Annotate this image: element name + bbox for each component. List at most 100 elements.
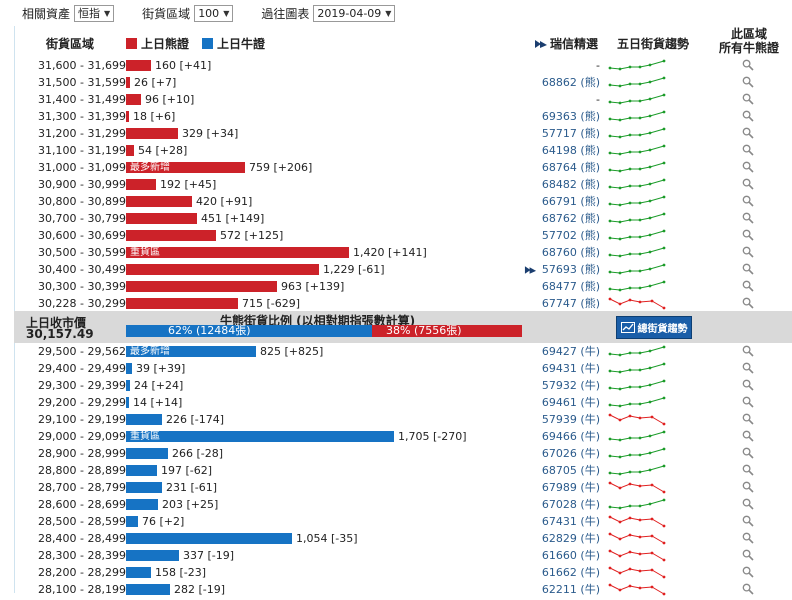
ws-selection-link[interactable]: 67431 (牛) [541, 515, 600, 528]
magnifier-icon[interactable] [742, 566, 754, 578]
view-all-cbbc-button[interactable] [742, 447, 754, 462]
ws-selection-link[interactable]: 67028 (牛) [541, 498, 600, 511]
ws-selection-link[interactable]: 66791 (熊) [541, 195, 600, 208]
magnifier-icon[interactable] [742, 396, 754, 408]
range-select[interactable]: 100 ▼ [194, 4, 234, 22]
magnifier-icon[interactable] [742, 263, 754, 275]
view-all-cbbc-button[interactable] [742, 515, 754, 530]
view-all-cbbc-button[interactable] [742, 498, 754, 513]
view-all-cbbc-button[interactable] [742, 464, 754, 479]
ws-selection-link[interactable]: 68762 (熊) [541, 212, 600, 225]
ws-selection-link[interactable]: 61660 (牛) [541, 549, 600, 562]
view-all-cbbc-button[interactable] [742, 345, 754, 360]
ws-selection-link[interactable]: 57693 (熊) [541, 263, 600, 276]
volume-value: 1,420 [+141] [353, 246, 427, 259]
magnifier-icon[interactable] [742, 297, 754, 309]
view-all-cbbc-button[interactable] [742, 59, 754, 74]
magnifier-icon[interactable] [742, 161, 754, 173]
magnifier-icon[interactable] [742, 583, 754, 595]
view-all-cbbc-button[interactable] [742, 93, 754, 108]
magnifier-icon[interactable] [742, 178, 754, 190]
ws-selection-link[interactable]: 68705 (牛) [541, 464, 600, 477]
date-select[interactable]: 2019-04-09 ▼ [313, 4, 396, 22]
view-all-cbbc-button[interactable] [742, 583, 754, 598]
magnifier-icon[interactable] [742, 229, 754, 241]
view-all-cbbc-button[interactable] [742, 481, 754, 496]
view-all-cbbc-button[interactable] [742, 532, 754, 547]
ws-selection-link[interactable]: 68862 (熊) [541, 76, 600, 89]
view-all-cbbc-button[interactable] [742, 229, 754, 244]
ws-selection-link[interactable]: 67747 (熊) [541, 297, 600, 310]
ws-selection-link[interactable]: 62211 (牛) [541, 583, 600, 596]
magnifier-icon[interactable] [742, 379, 754, 391]
view-all-cbbc-button[interactable] [742, 212, 754, 227]
trend-cell [608, 480, 666, 498]
view-all-cbbc-button[interactable] [742, 195, 754, 210]
magnifier-icon[interactable] [742, 280, 754, 292]
magnifier-icon[interactable] [742, 430, 754, 442]
magnifier-icon[interactable] [742, 212, 754, 224]
magnifier-icon[interactable] [742, 59, 754, 71]
ws-selection-link[interactable]: 57717 (熊) [541, 127, 600, 140]
view-all-cbbc-button[interactable] [742, 161, 754, 176]
volume-value: 420 [+91] [196, 195, 253, 208]
volume-value: 572 [+125] [220, 229, 284, 242]
ws-selection-link[interactable]: 69363 (熊) [541, 110, 600, 123]
view-all-cbbc-button[interactable] [742, 566, 754, 581]
ws-selection-link[interactable]: 62829 (牛) [541, 532, 600, 545]
asset-select[interactable]: 恒指 ▼ [74, 4, 115, 22]
ws-selection-link[interactable]: 61662 (牛) [541, 566, 600, 579]
ws-selection-link[interactable]: 69427 (牛) [541, 345, 600, 358]
ws-selection-link[interactable]: 57939 (牛) [541, 413, 600, 426]
magnifier-icon[interactable] [742, 464, 754, 476]
view-all-cbbc-button[interactable] [742, 280, 754, 295]
view-all-cbbc-button[interactable] [742, 430, 754, 445]
magnifier-icon[interactable] [742, 413, 754, 425]
view-all-cbbc-button[interactable] [742, 178, 754, 193]
ws-selection-link[interactable]: 68760 (熊) [541, 246, 600, 259]
magnifier-icon[interactable] [742, 447, 754, 459]
magnifier-icon[interactable] [742, 532, 754, 544]
total-trend-button[interactable]: 總街貨趨勢 [616, 316, 692, 339]
view-all-cbbc-button[interactable] [742, 246, 754, 261]
ws-selection-link[interactable]: 67989 (牛) [541, 481, 600, 494]
ws-selection-link[interactable]: 64198 (熊) [541, 144, 600, 157]
ws-selection-link[interactable]: 68477 (熊) [541, 280, 600, 293]
range-cell: 30,400 - 30,499 [38, 263, 126, 276]
magnifier-icon[interactable] [742, 127, 754, 139]
magnifier-icon[interactable] [742, 195, 754, 207]
magnifier-icon[interactable] [742, 515, 754, 527]
bull-legend: 上日牛證 [202, 35, 265, 52]
view-all-cbbc-button[interactable] [742, 110, 754, 125]
view-all-cbbc-button[interactable] [742, 127, 754, 142]
magnifier-icon[interactable] [742, 76, 754, 88]
ws-selection-link[interactable]: 69466 (牛) [541, 430, 600, 443]
ws-selection-link[interactable]: 69461 (牛) [541, 396, 600, 409]
view-all-cbbc-button[interactable] [742, 76, 754, 91]
ws-selection-link[interactable]: 57932 (牛) [541, 379, 600, 392]
ws-selection-link[interactable]: 68482 (熊) [541, 178, 600, 191]
magnifier-icon[interactable] [742, 549, 754, 561]
magnifier-icon[interactable] [742, 246, 754, 258]
magnifier-icon[interactable] [742, 144, 754, 156]
view-all-cbbc-button[interactable] [742, 362, 754, 377]
view-all-cbbc-button[interactable] [742, 413, 754, 428]
ws-selection-link[interactable]: 69431 (牛) [541, 362, 600, 375]
magnifier-icon[interactable] [742, 481, 754, 493]
view-all-cbbc-button[interactable] [742, 144, 754, 159]
magnifier-icon[interactable] [742, 498, 754, 510]
view-all-cbbc-button[interactable] [742, 297, 754, 312]
ws-selection-link[interactable]: 68764 (熊) [541, 161, 600, 174]
view-all-cbbc-button[interactable] [742, 263, 754, 278]
range-cell: 29,000 - 29,099 [38, 430, 126, 443]
view-all-cbbc-button[interactable] [742, 379, 754, 394]
magnifier-icon[interactable] [742, 345, 754, 357]
trend-sparkline [608, 515, 666, 528]
view-all-cbbc-button[interactable] [742, 549, 754, 564]
ws-selection-link[interactable]: 57702 (熊) [541, 229, 600, 242]
magnifier-icon[interactable] [742, 93, 754, 105]
view-all-cbbc-button[interactable] [742, 396, 754, 411]
magnifier-icon[interactable] [742, 362, 754, 374]
magnifier-icon[interactable] [742, 110, 754, 122]
ws-selection-link[interactable]: 67026 (牛) [541, 447, 600, 460]
